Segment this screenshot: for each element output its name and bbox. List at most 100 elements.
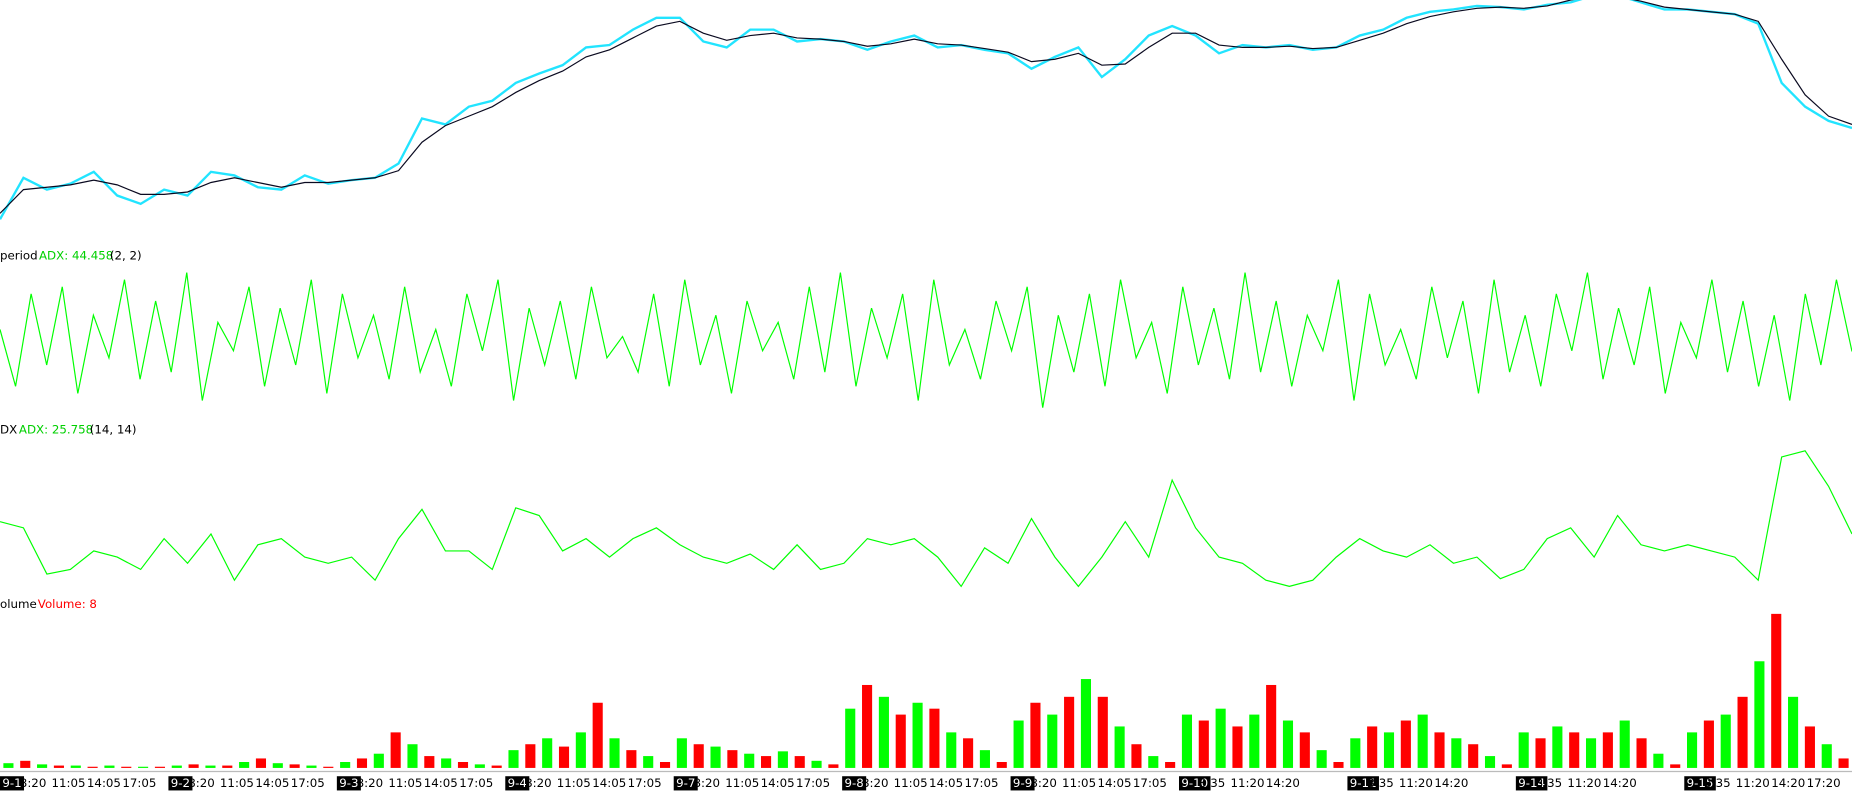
volume-bar	[188, 764, 199, 768]
volume-bar	[239, 762, 250, 768]
indicator-line	[0, 450, 1852, 588]
time-label: 17:05	[964, 776, 998, 790]
panel-value: ADX: 25.758	[19, 423, 93, 437]
panel-title: period	[0, 248, 38, 262]
volume-bar	[87, 766, 98, 768]
date-label: 9-8	[845, 776, 864, 790]
date-label-box	[1347, 776, 1379, 791]
volume-bar	[1670, 764, 1681, 768]
date-label: 9-4	[508, 776, 527, 790]
volume-bar	[121, 766, 132, 768]
time-label: 11:05	[220, 776, 254, 790]
volume-bar	[592, 702, 603, 768]
date-label: 9-10	[1181, 776, 1208, 790]
volume-bar	[1501, 764, 1512, 768]
volume-bar	[407, 744, 418, 768]
time-label: 8:35	[1367, 776, 1394, 790]
date-label-box	[842, 776, 867, 791]
volume-bar	[1602, 732, 1613, 768]
volume-bar	[1585, 738, 1597, 768]
date-label: 9-11	[1350, 776, 1377, 790]
volume-bar	[1047, 714, 1058, 768]
volume-bar	[525, 744, 536, 768]
time-label: 17:20	[1807, 776, 1841, 790]
time-label: 11:05	[557, 776, 591, 790]
time-label: 14:05	[761, 776, 795, 790]
time-label: 14:20	[1603, 776, 1637, 790]
volume-bar	[1097, 696, 1108, 768]
time-label: 8:35	[1536, 776, 1563, 790]
date-label: 9-9	[1013, 776, 1032, 790]
volume-bar	[474, 764, 485, 768]
volume-bar	[1181, 714, 1193, 768]
time-label: 14:05	[87, 776, 121, 790]
volume-bar	[862, 684, 873, 768]
volume-bar	[1484, 756, 1496, 768]
volume-bar	[138, 766, 149, 768]
volume-bar	[1383, 732, 1395, 768]
volume-bar	[777, 751, 788, 768]
volume-bar	[1030, 702, 1041, 768]
time-label: 14:05	[929, 776, 963, 790]
volume-bar	[1451, 738, 1462, 768]
date-label: 9-2	[171, 776, 190, 790]
volume-bar	[1131, 744, 1142, 768]
time-label: 17:05	[796, 776, 830, 790]
volume-bar	[761, 756, 772, 768]
volume-bar	[1687, 732, 1698, 768]
volume-bar	[912, 702, 923, 768]
volume-bar	[441, 758, 452, 768]
time-label: 11:20	[1230, 776, 1264, 790]
volume-bar	[53, 765, 64, 768]
time-label: 11:20	[1567, 776, 1601, 790]
volume-bar	[424, 756, 435, 768]
indicator-line	[0, 272, 1852, 408]
volume-bar	[626, 750, 637, 768]
volume-bar	[1282, 720, 1294, 768]
time-label: 14:20	[1266, 776, 1300, 790]
time-label: 8:35	[1199, 776, 1226, 790]
volume-bar	[1080, 679, 1091, 768]
volume-bar	[390, 732, 401, 768]
time-label: 11:05	[1062, 776, 1096, 790]
volume-bar	[979, 750, 990, 768]
volume-bar	[1737, 696, 1748, 768]
time-label: 8:20	[694, 776, 721, 790]
volume-bar	[1653, 753, 1664, 768]
volume-bar	[811, 760, 822, 768]
volume-bar	[1434, 732, 1445, 768]
time-label: 8:20	[357, 776, 384, 790]
time-label: 11:05	[388, 776, 422, 790]
volume-bar	[1215, 708, 1226, 768]
volume-bar	[1569, 732, 1580, 768]
volume-bar	[1367, 726, 1378, 768]
date-label: 9-1	[2, 776, 21, 790]
time-label: 17:05	[291, 776, 325, 790]
volume-bar	[1350, 738, 1361, 768]
volume-bar	[929, 708, 940, 768]
volume-bar	[1400, 720, 1411, 768]
volume-bar	[1771, 613, 1782, 768]
volume-bar	[356, 758, 368, 768]
volume-bar	[1619, 720, 1630, 768]
volume-bar	[1417, 714, 1428, 768]
volume-bar	[963, 738, 974, 768]
volume-bar	[1299, 732, 1310, 768]
volume-bar	[373, 753, 384, 768]
panel-params: (2, 2)	[110, 248, 142, 262]
volume-bar	[710, 746, 721, 768]
volume-bar	[1114, 726, 1125, 768]
volume-bar	[845, 708, 856, 768]
date-label: 9-14	[1518, 776, 1545, 790]
indicator-line	[0, 0, 1852, 214]
volume-bar	[1804, 726, 1815, 768]
volume-bar	[491, 765, 502, 768]
volume-bar	[1535, 738, 1546, 768]
volume-bar	[171, 765, 182, 768]
volume-bar	[3, 763, 14, 768]
volume-bar	[70, 765, 81, 768]
volume-bar	[895, 714, 906, 768]
volume-bar	[289, 764, 300, 768]
